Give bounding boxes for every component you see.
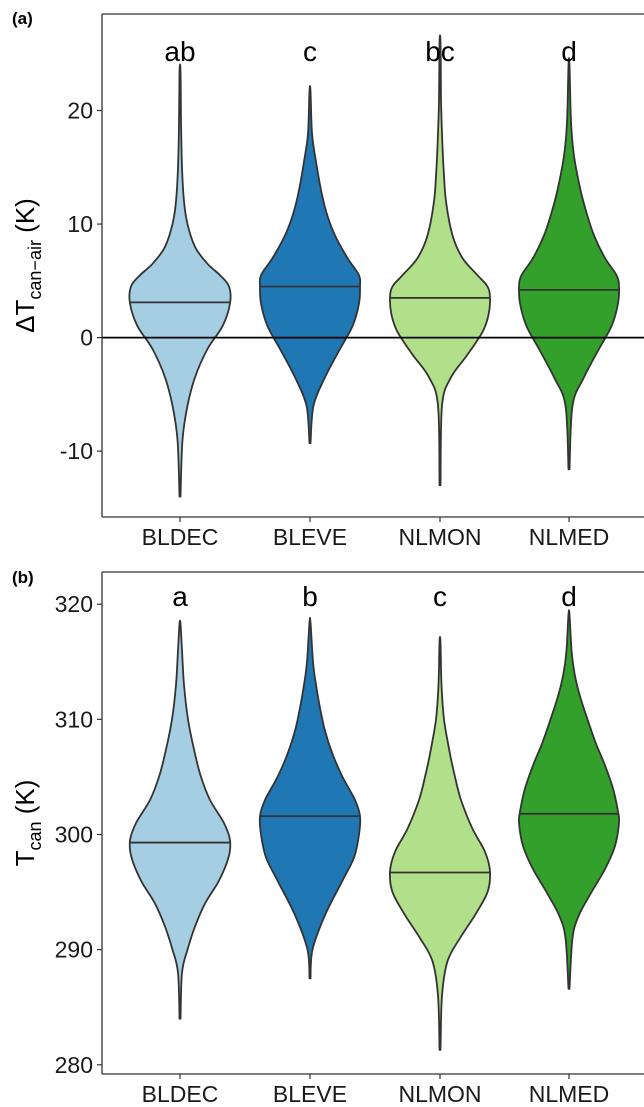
- y-axis-title-subscript: can: [25, 821, 45, 850]
- x-tick-label: BLEVE: [273, 1081, 347, 1107]
- x-tick-label: NLMON: [398, 1081, 481, 1107]
- violin-bldec: [128, 619, 232, 1020]
- y-axis-title-unit: (K): [10, 198, 40, 240]
- y-tick-label: 300: [55, 822, 93, 848]
- significance-letter: b: [302, 581, 318, 612]
- significance-letter: d: [561, 581, 577, 612]
- violin-nlmon: [388, 635, 492, 1051]
- y-tick-label: 320: [55, 591, 93, 617]
- panel-a: (a) ab BLDEC c BLEVE bc NLMON d NLMED -10 0 10 20 ΔTc…: [10, 9, 644, 550]
- x-tick-label: BLDEC: [142, 524, 219, 550]
- violin-bleve: [258, 85, 362, 445]
- y-tick-label: 20: [67, 98, 93, 124]
- violin-bleve: [258, 616, 362, 980]
- violin-nlmed: [518, 57, 621, 471]
- panel-label: (b): [12, 568, 34, 587]
- x-tick-label: BLEVE: [273, 524, 347, 550]
- panel-label: (a): [12, 9, 33, 28]
- significance-letter: a: [172, 581, 188, 612]
- y-tick-label: 10: [67, 211, 93, 237]
- y-tick-label: -10: [60, 438, 93, 464]
- x-tick-label: NLMED: [529, 1081, 610, 1107]
- x-tick-label: NLMED: [529, 524, 610, 550]
- x-tick-label: NLMON: [398, 524, 481, 550]
- x-tick-label: BLDEC: [142, 1081, 219, 1107]
- y-tick-label: 280: [55, 1052, 93, 1078]
- y-axis-title-subscript: can−air: [25, 240, 45, 300]
- y-tick-label: 310: [55, 706, 93, 732]
- significance-letter: c: [433, 581, 447, 612]
- y-axis-title-main: T: [10, 850, 40, 866]
- significance-letter: ab: [164, 36, 195, 67]
- significance-letter: d: [561, 36, 577, 67]
- panel-b: (b) a BLDEC b BLEVE c NLMON d NLMED 280 290 300 310 3…: [10, 568, 644, 1107]
- significance-letter: bc: [425, 36, 455, 67]
- y-axis-title: Tcan (K): [10, 780, 45, 867]
- y-axis-title-main: ΔT: [10, 299, 40, 332]
- y-axis-title: ΔTcan−air (K): [10, 198, 45, 333]
- violin-bldec: [128, 63, 232, 498]
- y-axis-title-unit: (K): [10, 780, 40, 822]
- violin-nlmed: [517, 609, 621, 990]
- y-tick-label: 0: [80, 325, 93, 351]
- violin-nlmon: [389, 34, 491, 487]
- y-tick-label: 290: [55, 937, 93, 963]
- significance-letter: c: [303, 36, 317, 67]
